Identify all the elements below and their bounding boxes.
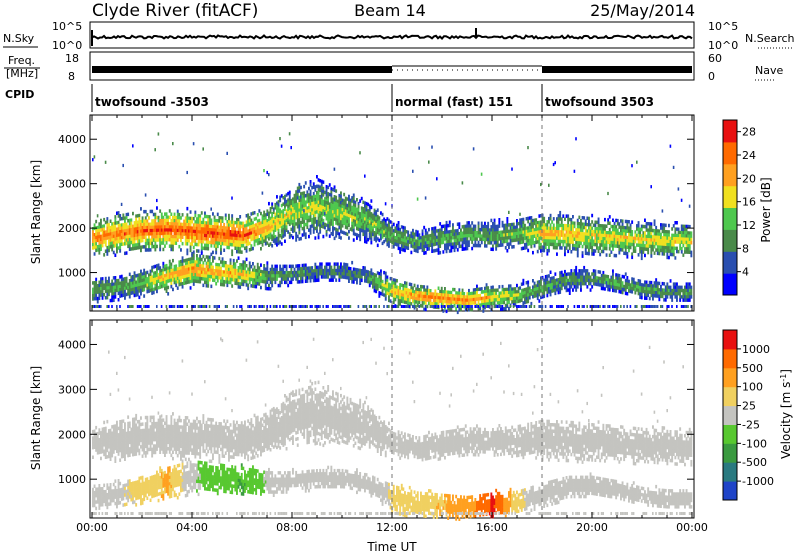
colorbar-tick-label: -500 [742, 456, 767, 469]
colorbar-swatch [723, 330, 737, 350]
colorbar-frame [722, 119, 738, 296]
colorbar-frame [722, 329, 738, 501]
date-title: 25/May/2014 [590, 1, 695, 20]
colorbar-tick-label: 25 [742, 400, 756, 413]
colorbar-tick-label: 4 [742, 266, 749, 279]
velocity-ylabel: Slant Range [km] [29, 366, 43, 470]
xtick-label: 04:00 [176, 521, 208, 534]
colorbar-swatch [723, 443, 737, 463]
ytick-label: 4000 [58, 133, 86, 146]
colorbar-tick-label: 24 [742, 149, 756, 162]
freq-tick-top: 18 [65, 52, 79, 65]
freq-tick-bottom: 8 [68, 70, 75, 83]
ytick-label: 2000 [58, 222, 86, 235]
colorbar-swatch [723, 348, 737, 369]
colorbar-swatch [723, 386, 737, 407]
freq-block [542, 66, 692, 73]
colorbar-tick-label: -100 [742, 437, 767, 450]
nsky-panel-frame [89, 21, 695, 49]
xtick-label: 12:00 [376, 521, 408, 534]
freq-trace [92, 65, 692, 73]
beam-title: Beam 14 [354, 1, 426, 20]
xtick-label: 00:00 [76, 521, 108, 534]
nsky-label: N.Sky [3, 32, 35, 45]
colorbar-swatch [723, 163, 737, 187]
cpid-segment-label: normal (fast) 151 [395, 95, 513, 109]
ytick-label: 1000 [58, 267, 86, 280]
power-ylabel: Slant Range [km] [29, 160, 43, 264]
colorbar-tick-label: 28 [742, 126, 756, 139]
colorbar-swatch [723, 405, 737, 425]
velocity-colorbar: 1000 500 100 25 -25 -100 -500 -1000 [722, 329, 774, 501]
colorbar-tick-label: 500 [742, 362, 763, 375]
colorbar-swatch [723, 462, 737, 482]
nsky-tick-top: 10^5 [52, 20, 82, 33]
xtick-label: 08:00 [276, 521, 308, 534]
colorbar-tick-label: 20 [742, 172, 756, 185]
cpid-label: CPID [5, 88, 34, 101]
xtick-label: 00:00 [676, 521, 708, 534]
cpid-segment-label: twofsound -3503 [95, 95, 209, 109]
colorbar-tick-label: 1000 [742, 343, 770, 356]
ytick-label: 3000 [58, 178, 86, 191]
colorbar-swatch [723, 141, 737, 165]
nave-tick-bottom: 0 [708, 70, 715, 83]
xtick-label: 16:00 [476, 521, 508, 534]
ytick-label: 4000 [58, 338, 86, 351]
power-colorbar-label: Power [dB] [759, 177, 773, 242]
ytick-label: 1000 [58, 473, 86, 486]
colorbar-tick-label: 12 [742, 219, 756, 232]
freq-block [92, 66, 392, 73]
nave-label: Nave [755, 64, 783, 77]
nsky-tick-bottom: 10^0 [52, 39, 82, 52]
colorbar-swatch [723, 273, 737, 296]
colorbar-swatch [723, 424, 737, 444]
colorbar-swatch [723, 185, 737, 208]
power-panel: 1000 2000 3000 4000 [58, 114, 695, 315]
power-colorbar: 4 8 12 16 20 24 28 [722, 119, 756, 296]
nsearch-label: N.Search [745, 32, 795, 45]
velocity-panel: 1000 2000 3000 4000 00:00 04:00 08:00 12:00 16:0… [58, 319, 708, 534]
scatter-cells [92, 132, 693, 315]
xtick-label: 20:00 [576, 521, 608, 534]
colorbar-swatch [723, 367, 737, 388]
ytick-label: 2000 [58, 428, 86, 441]
nsky-line [91, 34, 693, 40]
scatter-cells [92, 337, 693, 521]
xaxis-label: Time UT [366, 540, 417, 554]
nsky-trace [91, 28, 693, 46]
freq-label-1: Freq. [8, 54, 35, 67]
ytick-label: 3000 [58, 383, 86, 396]
colorbar-swatch [723, 120, 737, 143]
station-title: Clyde River (fitACF) [92, 1, 258, 21]
colorbar-swatch [723, 207, 737, 230]
freq-label-2: [MHz] [6, 67, 38, 80]
colorbar-swatch [723, 481, 737, 501]
nsearch-tick-bottom: 10^0 [708, 39, 738, 52]
velocity-colorbar-label: Velocity [m s-1] [779, 369, 793, 459]
nave-tick-top: 60 [708, 52, 722, 65]
cpid-segments: twofsound -3503 normal (fast) 151 twofsoun… [91, 84, 654, 112]
freq-panel-frame [89, 51, 695, 81]
colorbar-swatch [723, 229, 737, 252]
cpid-segment-label: twofsound 3503 [545, 95, 654, 109]
nsearch-tick-top: 10^5 [708, 20, 738, 33]
colorbar-tick-label: 8 [742, 242, 749, 255]
colorbar-swatch [723, 251, 737, 274]
colorbar-tick-label: -1000 [742, 475, 774, 488]
colorbar-tick-label: 16 [742, 196, 756, 209]
colorbar-tick-label: 100 [742, 381, 763, 394]
colorbar-tick-label: -25 [742, 418, 760, 431]
